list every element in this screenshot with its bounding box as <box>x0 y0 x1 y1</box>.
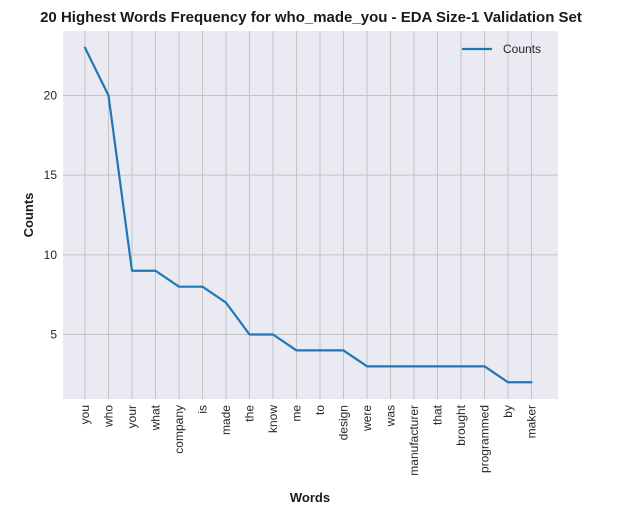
x-tick-label: brought <box>454 404 468 445</box>
x-tick-label: what <box>149 404 163 431</box>
plot-area <box>63 31 558 399</box>
x-axis-ticks: you who your what company is made the know me to de… <box>78 404 539 475</box>
legend-label-counts: Counts <box>503 42 541 56</box>
chart-title: 20 Highest Words Frequency for who_made_… <box>40 9 582 26</box>
x-tick-label: to <box>313 405 327 415</box>
x-tick-label: who <box>102 405 116 428</box>
x-tick-label: manufacturer <box>407 405 421 476</box>
y-tick-label: 20 <box>44 89 58 103</box>
y-tick-label: 15 <box>44 168 58 182</box>
x-tick-label: design <box>337 405 351 440</box>
y-axis-label: Counts <box>21 193 36 238</box>
series-line-counts <box>83 46 533 384</box>
x-tick-label: you <box>78 405 92 424</box>
x-tick-label: that <box>431 404 445 425</box>
x-tick-label: your <box>125 405 139 428</box>
grid <box>63 31 558 399</box>
y-tick-label: 10 <box>44 248 58 262</box>
x-tick-label: were <box>360 405 374 432</box>
x-tick-label: company <box>172 405 186 454</box>
x-tick-label: maker <box>525 405 539 438</box>
x-tick-label: is <box>196 405 210 414</box>
x-axis-label: Words <box>290 490 330 505</box>
y-tick-label: 5 <box>50 327 57 341</box>
x-tick-label: by <box>501 405 515 418</box>
x-tick-label: programmed <box>478 405 492 473</box>
x-tick-label: me <box>290 405 304 422</box>
x-tick-label: the <box>243 405 257 422</box>
x-tick-label: was <box>384 405 398 427</box>
y-axis-ticks: 5 10 15 20 <box>44 89 58 342</box>
x-tick-label: know <box>266 405 280 433</box>
legend: Counts <box>462 42 541 56</box>
x-tick-label: made <box>219 405 233 435</box>
